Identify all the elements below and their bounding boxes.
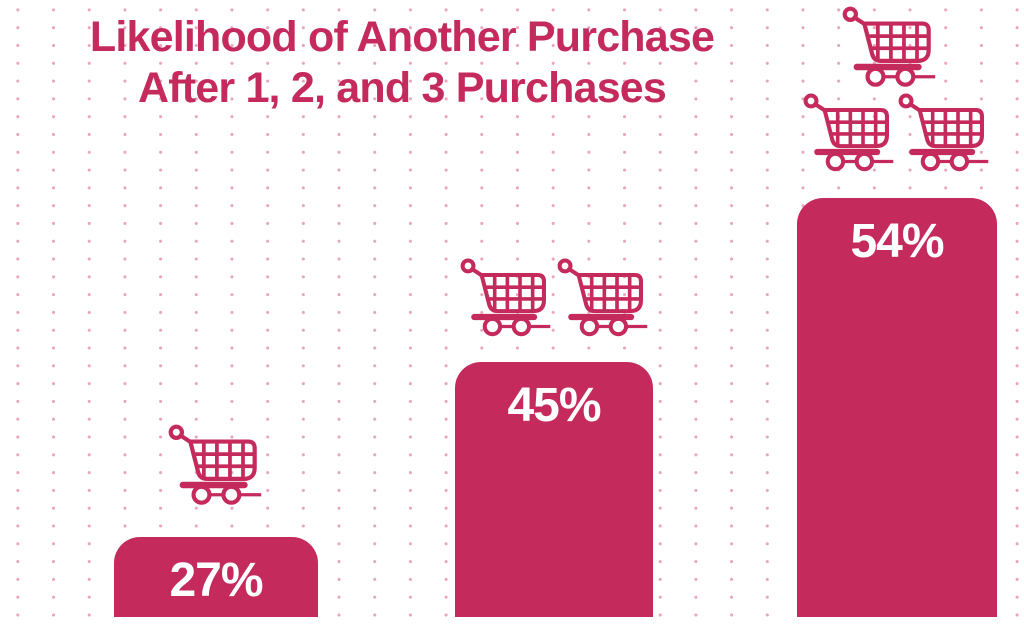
cart-icon-group-3 (841, 4, 938, 88)
cart-icon-group-1 (167, 422, 264, 506)
cart-icon-group-2 (556, 256, 650, 337)
shopping-cart-icon (897, 91, 991, 172)
shopping-cart-icon (556, 256, 650, 337)
bar-value-label: 54% (850, 215, 944, 268)
cart-icon-group-2 (459, 256, 553, 337)
cart-icon-group-3 (897, 91, 991, 172)
bar-value-label: 27% (169, 554, 263, 607)
shopping-cart-icon (841, 4, 938, 88)
bar-after-2-purchases: 45% (455, 362, 653, 617)
bar-value-label: 45% (507, 379, 601, 432)
bar-after-3-purchases: 54% (797, 198, 997, 617)
bar-after-1-purchase: 27% (114, 537, 318, 617)
cart-icon-group-3 (802, 91, 896, 172)
shopping-cart-icon (802, 91, 896, 172)
shopping-cart-icon (167, 422, 264, 506)
chart-title-line2: After 1, 2, and 3 Purchases (137, 64, 667, 112)
chart-title: Likelihood of Another Purchase After 1, … (0, 12, 804, 114)
chart-title-line1: Likelihood of Another Purchase (89, 13, 715, 61)
shopping-cart-icon (459, 256, 553, 337)
